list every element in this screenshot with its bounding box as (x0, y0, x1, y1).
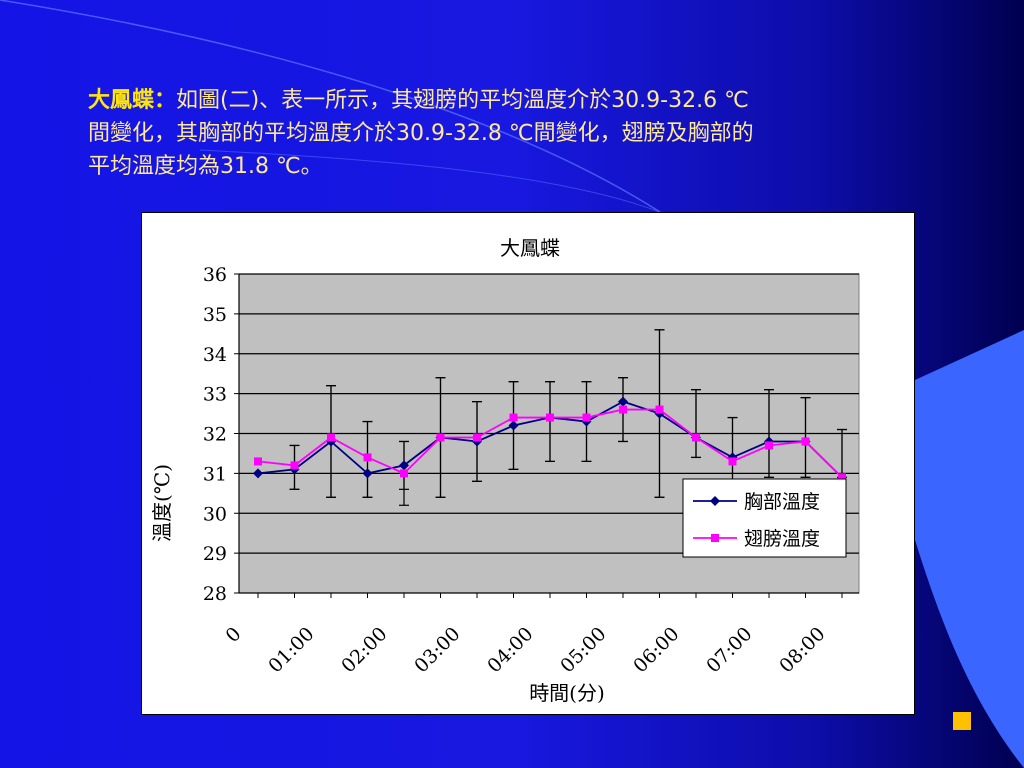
data-point (618, 396, 628, 407)
y-tick-label: 34 (203, 344, 227, 366)
slide-text: 大鳳蝶：如圖(二)、表一所示，其翅膀的平均溫度介於30.9-32.6 ℃ 間變化… (88, 84, 948, 183)
x-tick-label: 01:00 (264, 623, 318, 677)
y-tick-label: 30 (203, 503, 227, 525)
y-tick-label: 28 (203, 583, 227, 605)
data-point (508, 420, 519, 431)
lead-label: 大鳳蝶： (88, 88, 177, 113)
data-point (728, 457, 737, 466)
y-tick-label: 33 (203, 384, 227, 406)
data-point (473, 433, 481, 442)
data-point (655, 405, 664, 414)
legend-marker (710, 496, 720, 506)
x-tick-label: 0 (221, 623, 245, 647)
y-tick-label: 29 (203, 543, 227, 565)
data-point (801, 437, 810, 446)
data-point (290, 461, 299, 470)
y-tick-label: 36 (203, 264, 227, 286)
text-line-1-body: 如圖(二)、表一所示，其翅膀的平均溫度介於30.9-32.6 ℃ (176, 88, 749, 113)
y-tick-label: 35 (203, 304, 227, 326)
data-point (692, 433, 700, 442)
legend-marker (711, 534, 719, 542)
chart-title: 大鳳蝶 (500, 236, 560, 260)
y-axis-label: 溫度(℃) (150, 464, 174, 542)
data-point (436, 433, 445, 442)
x-tick-label: 08:00 (775, 623, 829, 677)
chart-card: 大鳳蝶 溫度(℃) 時間(分) 28 29 30 31 32 33 34 35 36 0 01:00… (141, 212, 915, 715)
y-tick-label: 32 (203, 424, 227, 446)
data-point (838, 473, 846, 482)
data-point (253, 468, 263, 479)
text-line-2: 間變化，其胸部的平均溫度介於30.9-32.8 ℃間變化，翅膀及胸部的 (88, 121, 754, 146)
data-point (399, 460, 409, 471)
data-point (509, 413, 518, 422)
temperature-chart: 大鳳蝶 溫度(℃) 時間(分) 28 29 30 31 32 33 34 35 36 0 01:00… (150, 236, 860, 705)
x-axis-label: 時間(分) (529, 681, 605, 705)
x-tick-label: 05:00 (556, 623, 610, 677)
data-point (400, 469, 408, 478)
x-tick-label: 07:00 (702, 623, 756, 677)
x-tick-label: 03:00 (410, 623, 464, 677)
legend-label: 翅膀溫度 (744, 528, 820, 550)
x-tick-label: 06:00 (629, 623, 683, 677)
data-point (619, 405, 627, 414)
text-line-1: 大鳳蝶：如圖(二)、表一所示，其翅膀的平均溫度介於30.9-32.6 ℃ (88, 84, 948, 117)
data-point (254, 457, 262, 466)
legend-label: 胸部溫度 (744, 491, 820, 513)
data-point (327, 433, 335, 442)
x-tick-label: 02:00 (337, 623, 391, 677)
data-point (582, 413, 591, 422)
data-point (362, 468, 373, 479)
data-point (546, 413, 554, 422)
text-line-3: 平均溫度均為31.8 ℃。 (88, 154, 323, 179)
slide-bullet-icon (953, 712, 971, 730)
y-tick-label: 31 (203, 463, 227, 485)
legend-box (682, 478, 847, 558)
x-tick-label: 04:00 (483, 623, 537, 677)
data-point (363, 453, 372, 462)
data-point (765, 441, 773, 450)
